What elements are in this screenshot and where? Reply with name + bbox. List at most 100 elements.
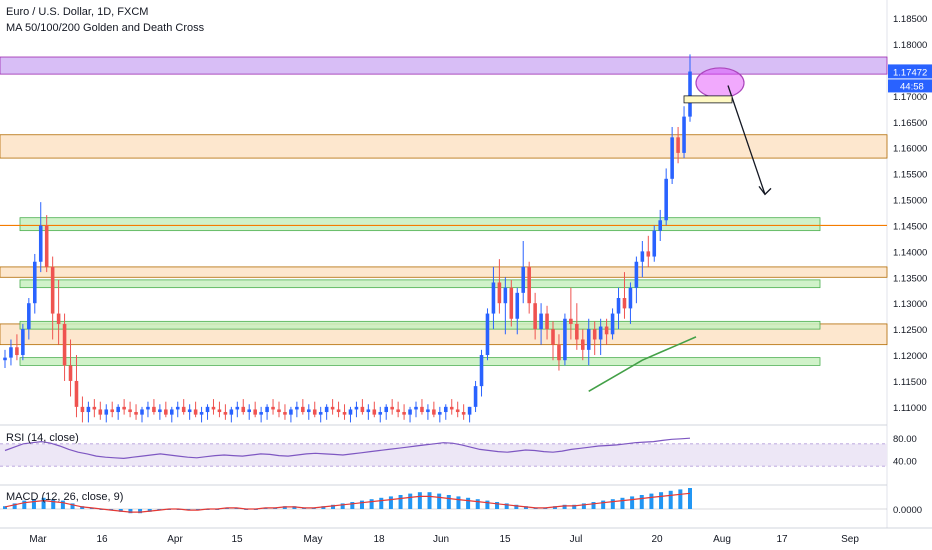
candle xyxy=(497,259,502,314)
candle-body xyxy=(318,412,323,415)
candle-body xyxy=(128,409,132,413)
candle xyxy=(342,404,347,420)
candle xyxy=(569,287,573,340)
candle-body xyxy=(330,406,335,410)
macd-bar xyxy=(630,496,635,509)
candle-body xyxy=(104,409,109,415)
candle xyxy=(509,279,514,327)
macd-bar xyxy=(523,506,528,509)
candle xyxy=(21,323,25,361)
macd-bar xyxy=(581,503,586,509)
candle-body xyxy=(247,409,252,413)
candle xyxy=(199,406,204,423)
macd-bar xyxy=(552,506,557,509)
macd-bar xyxy=(41,497,46,509)
macd-label[interactable]: MACD (12, 26, close, 9) xyxy=(6,491,124,503)
candle xyxy=(360,399,365,415)
candle-body xyxy=(569,318,573,324)
time-axis[interactable]: Mar 16 Apr 15 May 18 Jun 15 Jul 20 Aug 17 Sep xyxy=(29,534,859,545)
candle-body xyxy=(164,409,168,415)
candle-body xyxy=(122,406,126,410)
time-label: May xyxy=(304,534,323,545)
candle xyxy=(676,126,680,164)
candle xyxy=(9,339,13,366)
candle-body xyxy=(205,406,210,413)
macd-bar xyxy=(437,493,442,509)
macd-bar xyxy=(31,499,36,509)
candle xyxy=(146,401,150,418)
candle-body xyxy=(461,412,466,415)
candle xyxy=(420,399,424,415)
macd-bar xyxy=(147,509,152,512)
candle-body xyxy=(515,292,520,319)
moving-average-layer xyxy=(588,336,697,392)
candle-body xyxy=(634,261,639,288)
candle xyxy=(98,401,103,420)
time-label: Jul xyxy=(570,534,583,545)
candle xyxy=(545,305,549,340)
moving-average-line xyxy=(588,336,697,392)
candle xyxy=(187,404,192,420)
candle xyxy=(223,404,228,420)
macd-bar xyxy=(495,502,500,509)
price-axis[interactable]: 1.185001.180001.175001.170001.165001.160… xyxy=(888,14,932,516)
time-label: Apr xyxy=(167,534,183,545)
candle-body xyxy=(217,409,222,413)
candle xyxy=(539,303,543,345)
candle xyxy=(580,329,585,361)
candle-body xyxy=(426,409,430,413)
candle xyxy=(259,406,263,423)
macd-bar xyxy=(620,497,625,509)
macd-bar xyxy=(514,504,519,509)
candle-body xyxy=(402,412,406,415)
candle xyxy=(164,401,168,418)
candle-body xyxy=(134,412,138,415)
candle-body xyxy=(491,282,496,314)
macd-bar xyxy=(408,493,413,509)
macd-bar xyxy=(456,496,461,509)
price-tick: 1.16500 xyxy=(893,118,927,129)
time-label: Sep xyxy=(841,534,859,545)
candle xyxy=(461,404,466,420)
candle-body xyxy=(27,303,31,330)
candle xyxy=(604,318,609,345)
candle xyxy=(181,399,186,415)
time-label: Jun xyxy=(433,534,449,545)
candle xyxy=(38,202,43,273)
candle xyxy=(467,406,472,423)
candle xyxy=(652,225,657,262)
macd-bar xyxy=(340,503,345,509)
candle xyxy=(575,303,579,350)
candle xyxy=(265,404,269,420)
rsi-label[interactable]: RSI (14, close) xyxy=(6,432,79,444)
candle-body xyxy=(9,347,13,358)
macd-bar xyxy=(466,497,471,509)
candle xyxy=(301,399,305,415)
indicator-title[interactable]: MA 50/100/200 Golden and Death Cross xyxy=(6,22,205,34)
candle xyxy=(533,292,537,340)
candle-body xyxy=(443,406,448,413)
candle-body xyxy=(670,137,674,179)
last-price-badge xyxy=(888,64,932,79)
candle-body xyxy=(527,266,531,304)
candle-body xyxy=(408,409,412,415)
price-tick: 1.18500 xyxy=(893,14,927,25)
candle-body xyxy=(199,412,204,415)
candle-body xyxy=(396,409,400,413)
candle-body xyxy=(169,409,174,415)
countdown-label: 44:58 xyxy=(900,81,924,92)
candle xyxy=(68,339,73,397)
candle-body xyxy=(378,412,383,415)
candle-body xyxy=(640,251,645,262)
candle xyxy=(622,272,627,319)
candle-body xyxy=(32,261,37,304)
macd-bar xyxy=(22,500,27,509)
symbol-title[interactable]: Euro / U.S. Dollar, 1D, FXCM xyxy=(6,6,149,18)
candle-body xyxy=(295,406,299,410)
candle-body xyxy=(277,409,281,413)
candle-body xyxy=(312,409,317,415)
candle-body xyxy=(354,406,359,410)
time-label: 20 xyxy=(651,534,663,545)
candle-body xyxy=(348,409,353,415)
